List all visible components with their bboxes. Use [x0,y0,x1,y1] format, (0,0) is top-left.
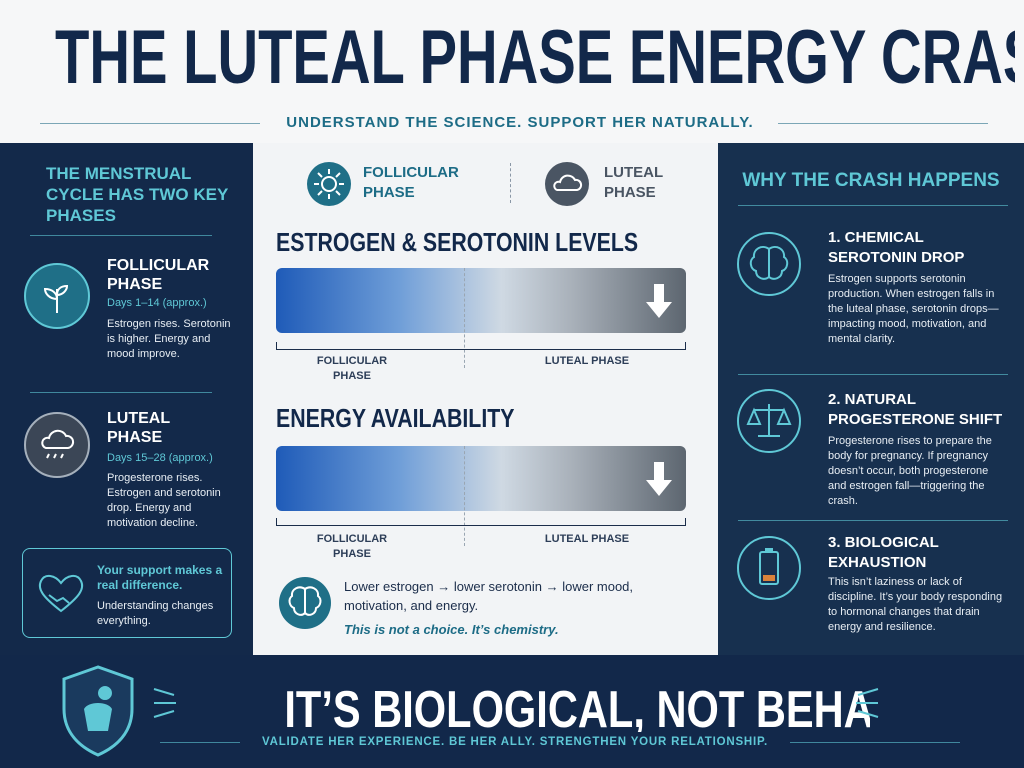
footer-title: IT’S BIOLOGICAL, NOT BEHAVIORAL. [284,681,870,732]
icon-part [38,575,84,613]
header: THE LUTEAL PHASE ENERGY CRASH UNDERSTAND… [0,0,1024,143]
icon-part [553,174,583,191]
item-text: Progesterone rises to prepare the body f… [828,435,992,507]
left-panel: THE MENSTRUAL CYCLE HAS TWO KEY PHASES F… [0,143,253,655]
icon-part [84,686,112,731]
icon-part [545,162,589,206]
footer: IT’S BIOLOGICAL, NOT BEHAVIORAL. VALIDAT… [0,655,1024,768]
accent-lines [153,688,176,718]
axis-label: FOLLICULAR PHASE [316,355,388,382]
gradient-bar [276,446,686,511]
axis-label: FOLLICULAR PHASE [316,533,388,560]
icon-part [749,246,789,280]
icon-part [288,586,322,616]
icon-part [43,284,69,313]
chart-title-wrap: ESTROGEN & SEROTONIN LEVELS [276,227,696,257]
note-emphasis: This is not a choice. It’s chemistry. [344,622,559,637]
icon-part [314,169,344,199]
item-text: Estrogen supports serotonin production. … [828,273,999,345]
item-title: 3. BIOLOGICAL EXHAUSTION [828,534,939,571]
divider [738,205,1008,206]
icon-part [307,162,351,206]
divider [30,392,212,393]
footer-title-wrap: IT’S BIOLOGICAL, NOT BEHAVIORAL. [190,680,870,732]
axis-label: LUTEAL PHASE [544,533,630,545]
divider [738,520,1008,521]
icon-part [765,548,773,552]
icon-part [763,575,775,581]
icon-part [737,536,801,600]
item-text: This isn’t laziness or lack of disciplin… [828,576,1003,633]
scale-icon [737,389,801,453]
phase-title: LUTEAL PHASE [107,410,170,446]
down-arrow [646,284,672,318]
icon-part [41,429,75,449]
chart-title: ENERGY AVAILABILITY [276,403,515,433]
icon-part [737,389,801,453]
divider [40,123,260,124]
icon-part [153,688,176,718]
support-box: Your support makes a real difference. Un… [22,548,232,638]
title-wrap: THE LUTEAL PHASE ENERGY CRASH [55,14,1015,104]
phase-days: Days 1–14 (approx.) [107,297,207,309]
heart-hands-icon [38,575,84,613]
divider [160,742,240,743]
title: THE LUTEAL PHASE ENERGY CRASH [55,15,1015,100]
gradient-bar [276,268,686,333]
sun-icon [307,162,351,206]
support-text: Understanding changes everything. [97,600,214,627]
divider [790,742,960,743]
phase-divider [464,268,465,368]
phase-divider [464,446,465,546]
subtitle: UNDERSTAND THE SCIENCE. SUPPORT HER NATU… [286,114,754,131]
icon-part [646,462,672,496]
item-title: 1. CHEMICAL SEROTONIN DROP [828,229,965,266]
phase-days: Days 15–28 (approx.) [107,452,213,464]
battery-icon [737,536,801,600]
chart-title-wrap: ENERGY AVAILABILITY [276,403,696,433]
divider [738,374,1008,375]
legend-label: LUTEAL PHASE [604,164,663,201]
legend-divider [510,163,511,203]
accent-lines [856,688,879,718]
divider [778,123,988,124]
right-panel: WHY THE CRASH HAPPENS 1. CHEMICAL SEROTO… [718,143,1024,655]
phase-text: Estrogen rises. Serotonin is higher. Ene… [107,318,231,360]
icon-part [48,594,70,604]
phase-title: FOLLICULAR PHASE [107,257,210,293]
note-text: Lower estrogen → lower serotonin → lower… [344,579,634,613]
brain-icon [279,577,331,629]
center-panel [253,143,718,655]
cloud-icon [24,412,90,478]
legend-label: FOLLICULAR PHASE [363,164,459,201]
icon-part [46,453,64,459]
footer-subtitle: VALIDATE HER EXPERIENCE. BE HER ALLY. ST… [262,736,768,748]
icon-part [746,404,792,437]
icon-part [737,232,801,296]
right-heading: WHY THE CRASH HAPPENS [742,170,1000,191]
icon-part [24,412,90,478]
axis [276,518,686,526]
item-title: 2. NATURAL PROGESTERONE SHIFT [828,391,1003,428]
cloud-icon [545,162,589,206]
icon-part [856,688,879,718]
chart-title: ESTROGEN & SEROTONIN LEVELS [276,227,639,257]
phase-text: Progesterone rises. Estrogen and seroton… [107,472,221,529]
axis [276,342,686,350]
icon-part [321,176,337,192]
divider [30,235,212,236]
left-heading: THE MENSTRUAL CYCLE HAS TWO KEY PHASES [46,164,228,225]
shield-icon [62,665,134,757]
down-arrow [646,462,672,496]
axis-label: LUTEAL PHASE [544,355,630,367]
support-title: Your support makes a real difference. [97,563,223,592]
plant-icon [24,263,90,329]
icon-part [646,284,672,318]
brain-icon [737,232,801,296]
